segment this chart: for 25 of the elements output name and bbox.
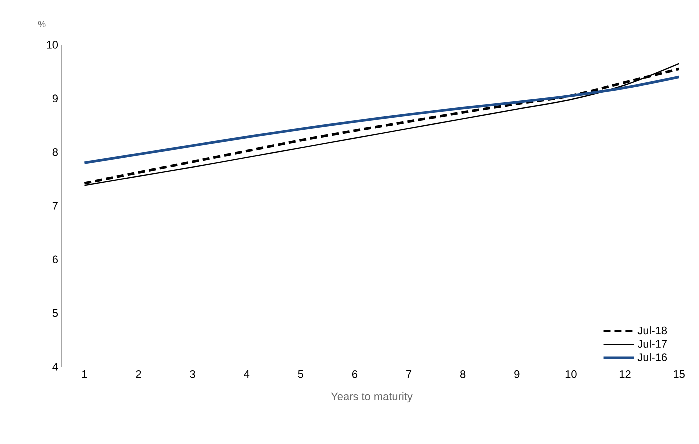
x-tick-label: 12: [620, 370, 631, 378]
legend-label: Jul-17: [638, 340, 667, 348]
legend-label: Jul-18: [638, 326, 668, 335]
x-tick-label: 9: [514, 370, 520, 378]
y-tick-label: 7: [52, 202, 58, 210]
y-tick-label: 8: [52, 148, 58, 156]
y-tick-label: 4: [52, 363, 58, 371]
line-series: [83, 76, 681, 164]
y-tick-label: 6: [52, 256, 58, 264]
y-axis-title: %: [38, 21, 46, 28]
y-tick-label: 9: [52, 94, 58, 103]
x-tick-label: 8: [460, 370, 466, 378]
x-tick-label: 6: [352, 370, 358, 378]
x-axis-title: Years to maturity: [331, 392, 413, 403]
x-tick-label: 5: [298, 370, 304, 378]
x-tick-label: 10: [566, 370, 577, 378]
x-tick-label: 15: [674, 370, 685, 378]
x-tick-label: 7: [406, 370, 412, 378]
legend-label: Jul-16: [638, 353, 668, 362]
x-tick-label: 1: [82, 370, 88, 378]
x-tick-label: 4: [244, 370, 250, 378]
y-tick-label: 5: [52, 310, 58, 318]
y-tick-label: 10: [47, 41, 58, 49]
x-tick-label: 2: [136, 370, 142, 378]
x-tick-label: 3: [190, 370, 196, 378]
